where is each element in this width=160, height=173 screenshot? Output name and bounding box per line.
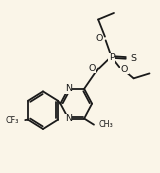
Text: P: P [109, 53, 115, 62]
Text: N: N [65, 84, 72, 93]
Text: CF₃: CF₃ [5, 116, 18, 125]
Text: S: S [130, 54, 136, 63]
Text: N: N [65, 114, 72, 123]
Text: CH₃: CH₃ [98, 120, 113, 129]
Text: O: O [121, 65, 128, 74]
Text: O: O [88, 64, 95, 73]
Text: O: O [96, 34, 103, 43]
